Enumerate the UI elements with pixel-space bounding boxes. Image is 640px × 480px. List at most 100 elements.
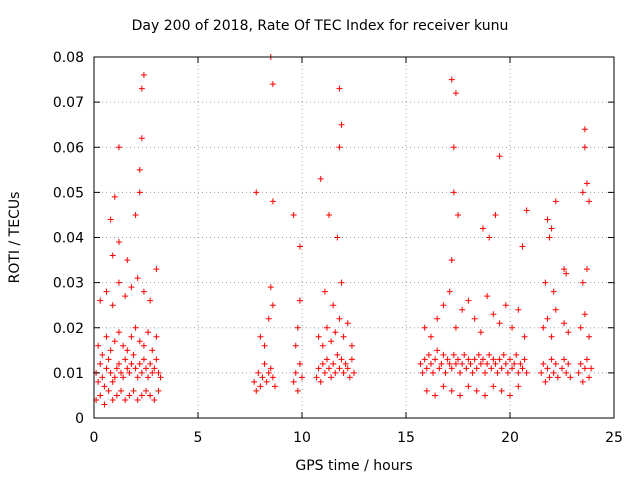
data-point [269, 302, 276, 309]
data-point [544, 365, 551, 372]
data-point [118, 369, 125, 376]
data-point [334, 351, 341, 358]
data-point [448, 387, 455, 394]
data-point [467, 360, 474, 367]
data-point [463, 365, 470, 372]
y-tick-label: 0.02 [53, 321, 84, 337]
data-point [99, 351, 106, 358]
data-point [448, 365, 455, 372]
data-point [153, 356, 160, 363]
data-point [479, 225, 486, 232]
data-point [143, 365, 149, 372]
data-point [101, 401, 108, 408]
data-point [515, 306, 522, 313]
x-tick-label: 10 [293, 430, 311, 446]
data-point [97, 360, 104, 367]
data-point [436, 365, 443, 372]
data-point [140, 72, 147, 79]
y-tick-label: 0.01 [53, 366, 84, 382]
data-point [149, 347, 156, 354]
data-point [130, 387, 137, 394]
data-point [432, 392, 439, 399]
data-point [583, 266, 590, 273]
data-point [319, 342, 326, 349]
data-point [95, 378, 102, 385]
data-point [126, 392, 133, 399]
data-point [138, 85, 145, 92]
x-tick-label: 25 [605, 430, 623, 446]
data-point [138, 369, 145, 376]
data-point [484, 360, 491, 367]
data-point [136, 166, 143, 173]
data-point [421, 356, 428, 363]
data-point [313, 374, 320, 381]
y-tick-label: 0.04 [53, 231, 84, 247]
data-point [109, 396, 116, 403]
data-point [267, 284, 274, 291]
data-point [332, 369, 339, 376]
data-point [296, 243, 303, 250]
data-point [479, 356, 486, 363]
data-point [581, 365, 588, 372]
data-point [544, 216, 551, 223]
y-tick-label: 0.06 [53, 140, 84, 156]
data-point [317, 175, 324, 182]
data-point [507, 356, 513, 363]
data-point [565, 329, 572, 336]
data-point [111, 374, 118, 381]
data-point [149, 369, 156, 376]
data-point [548, 356, 555, 363]
data-point [540, 324, 547, 331]
data-point [265, 369, 272, 376]
data-point [490, 356, 497, 363]
x-tick-label: 0 [90, 430, 99, 446]
data-point [124, 257, 131, 264]
data-point [151, 365, 158, 372]
data-point [99, 374, 106, 381]
data-point [486, 234, 493, 241]
data-point [450, 144, 457, 151]
data-point [259, 374, 266, 381]
data-point [579, 279, 586, 286]
data-point [292, 342, 299, 349]
data-point [459, 360, 466, 367]
data-point [265, 315, 272, 322]
data-point [588, 365, 595, 372]
data-point [577, 324, 584, 331]
data-point [440, 351, 447, 358]
data-point [563, 369, 570, 376]
data-point [138, 392, 145, 399]
data-point [577, 360, 584, 367]
data-point [315, 333, 322, 340]
data-point [586, 333, 593, 340]
data-point [561, 356, 568, 363]
data-point [334, 234, 341, 241]
data-point [548, 225, 555, 232]
data-point [552, 360, 559, 367]
data-point [107, 369, 114, 376]
data-point [323, 324, 330, 331]
data-point [321, 288, 328, 295]
y-tick-label: 0.03 [53, 276, 84, 292]
data-point [513, 351, 520, 358]
data-point [486, 351, 493, 358]
data-point [471, 356, 478, 363]
data-point [109, 252, 116, 259]
data-point [147, 392, 154, 399]
data-point [103, 333, 110, 340]
data-point [546, 374, 553, 381]
data-point [498, 387, 505, 394]
data-point [315, 365, 322, 372]
data-point [346, 374, 353, 381]
data-point [330, 360, 337, 367]
data-point [446, 360, 453, 367]
data-point [423, 365, 430, 372]
data-point [448, 257, 455, 264]
data-point [475, 351, 482, 358]
data-point [332, 329, 339, 336]
data-point [338, 279, 345, 286]
data-point [155, 369, 162, 376]
data-point [504, 369, 511, 376]
data-point [444, 356, 451, 363]
data-point [269, 198, 276, 205]
